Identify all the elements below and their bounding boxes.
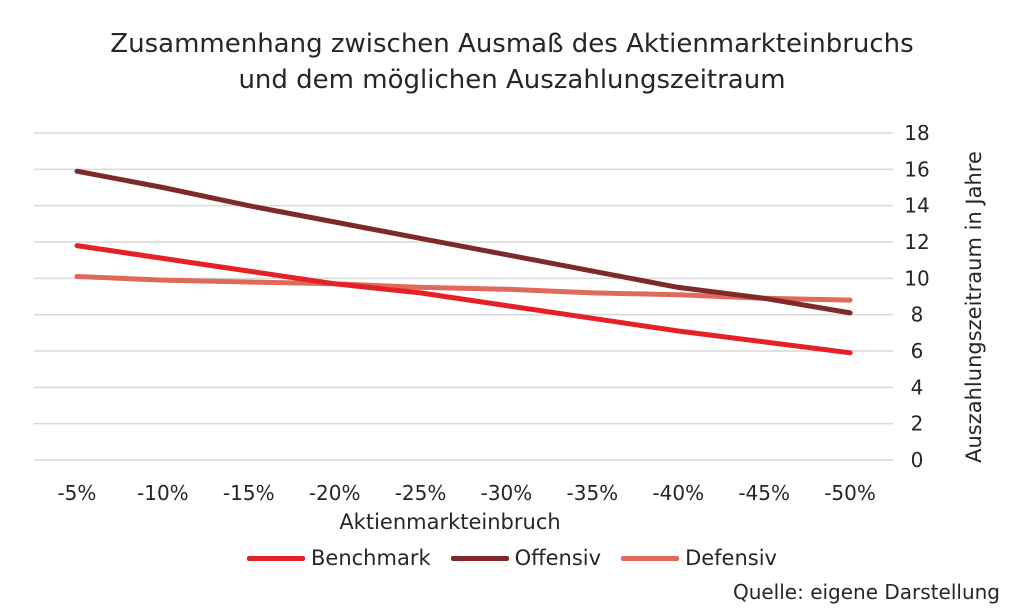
legend: Benchmark Offensiv Defensiv xyxy=(0,546,1024,570)
legend-item-defensiv: Defensiv xyxy=(621,546,777,570)
y-tick-label: 6 xyxy=(911,339,924,363)
legend-label: Offensiv xyxy=(514,546,602,570)
series-lines xyxy=(74,168,853,356)
y-tick-label: 14 xyxy=(904,194,929,218)
legend-swatch xyxy=(621,555,680,561)
y-axis-ticks: 0 2 4 6 8 10 12 14 16 18 xyxy=(904,121,929,472)
legend-item-benchmark: Benchmark xyxy=(247,546,431,570)
x-tick-label: -25% xyxy=(395,481,447,505)
y-tick-label: 0 xyxy=(911,448,924,472)
series-line-benchmark xyxy=(74,243,853,356)
x-tick-label: -5% xyxy=(57,481,96,505)
legend-swatch xyxy=(247,555,305,561)
chart-subtitle: und dem möglichen Auszahlungszeitraum xyxy=(238,65,786,95)
chart-title: Zusammenhang zwischen Ausmaß des Aktienm… xyxy=(110,29,914,59)
x-axis-ticks: -5% -10% -15% -20% -25% -30% -35% -40% -45% -50% xyxy=(57,481,875,505)
series-line-offensiv xyxy=(74,168,853,316)
source-note: Quelle: eigene Darstellung xyxy=(732,580,1000,604)
x-tick-label: -35% xyxy=(567,481,619,505)
x-tick-label: -20% xyxy=(309,481,361,505)
x-tick-label: -15% xyxy=(223,481,275,505)
y-tick-label: 10 xyxy=(904,266,929,290)
legend-swatch xyxy=(450,555,509,561)
y-tick-label: 12 xyxy=(904,230,929,254)
y-tick-label: 4 xyxy=(911,375,924,399)
series-line-defensiv xyxy=(74,274,853,303)
y-tick-label: 16 xyxy=(904,157,929,181)
x-tick-label: -40% xyxy=(652,481,704,505)
legend-label: Benchmark xyxy=(311,546,431,570)
y-tick-label: 18 xyxy=(904,121,929,145)
x-tick-label: -50% xyxy=(824,481,876,505)
y-tick-label: 2 xyxy=(911,412,924,436)
x-tick-label: -45% xyxy=(738,481,790,505)
legend-label: Defensiv xyxy=(685,546,777,570)
y-tick-label: 8 xyxy=(911,303,924,327)
y-axis-label: Auszahlungszeitraum in Jahre xyxy=(962,151,986,463)
x-tick-label: -10% xyxy=(137,481,189,505)
legend-item-offensiv: Offensiv xyxy=(450,546,602,570)
x-tick-label: -30% xyxy=(481,481,533,505)
x-axis-label: Aktienmarkteinbruch xyxy=(339,510,561,534)
